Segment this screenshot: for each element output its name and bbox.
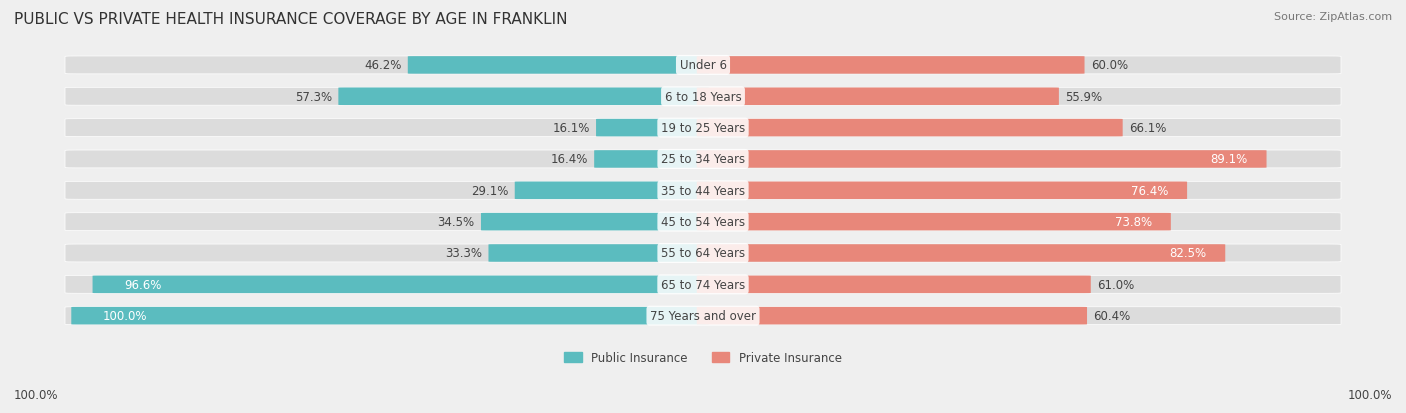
Text: PUBLIC VS PRIVATE HEALTH INSURANCE COVERAGE BY AGE IN FRANKLIN: PUBLIC VS PRIVATE HEALTH INSURANCE COVER… (14, 12, 568, 27)
Text: 55.9%: 55.9% (1066, 90, 1102, 104)
FancyBboxPatch shape (697, 119, 1122, 137)
FancyBboxPatch shape (697, 214, 1171, 231)
Text: 66.1%: 66.1% (1129, 122, 1167, 135)
FancyBboxPatch shape (65, 213, 1341, 231)
Text: 65 to 74 Years: 65 to 74 Years (661, 278, 745, 291)
Text: 82.5%: 82.5% (1170, 247, 1206, 260)
Text: 25 to 34 Years: 25 to 34 Years (661, 153, 745, 166)
Text: 60.4%: 60.4% (1094, 309, 1130, 323)
Text: 89.1%: 89.1% (1211, 153, 1247, 166)
FancyBboxPatch shape (697, 151, 1267, 169)
FancyBboxPatch shape (595, 151, 709, 169)
Text: 96.6%: 96.6% (124, 278, 162, 291)
Text: 19 to 25 Years: 19 to 25 Years (661, 122, 745, 135)
FancyBboxPatch shape (65, 276, 1341, 294)
FancyBboxPatch shape (515, 182, 709, 199)
Text: 57.3%: 57.3% (295, 90, 332, 104)
Text: 55 to 64 Years: 55 to 64 Years (661, 247, 745, 260)
Text: 34.5%: 34.5% (437, 216, 475, 228)
FancyBboxPatch shape (65, 151, 1341, 169)
FancyBboxPatch shape (65, 88, 1341, 106)
Text: 35 to 44 Years: 35 to 44 Years (661, 184, 745, 197)
FancyBboxPatch shape (481, 214, 709, 231)
FancyBboxPatch shape (697, 57, 1084, 74)
FancyBboxPatch shape (93, 276, 709, 293)
Text: 45 to 54 Years: 45 to 54 Years (661, 216, 745, 228)
FancyBboxPatch shape (697, 182, 1187, 199)
Text: 75 Years and over: 75 Years and over (650, 309, 756, 323)
Text: 61.0%: 61.0% (1097, 278, 1135, 291)
Text: Under 6: Under 6 (679, 59, 727, 72)
FancyBboxPatch shape (488, 244, 709, 262)
Legend: Public Insurance, Private Insurance: Public Insurance, Private Insurance (558, 345, 848, 370)
FancyBboxPatch shape (408, 57, 709, 74)
Text: Source: ZipAtlas.com: Source: ZipAtlas.com (1274, 12, 1392, 22)
FancyBboxPatch shape (72, 307, 709, 325)
FancyBboxPatch shape (697, 244, 1225, 262)
Text: 6 to 18 Years: 6 to 18 Years (665, 90, 741, 104)
FancyBboxPatch shape (65, 307, 1341, 325)
Text: 33.3%: 33.3% (446, 247, 482, 260)
Text: 73.8%: 73.8% (1115, 216, 1152, 228)
FancyBboxPatch shape (697, 307, 1087, 325)
Text: 100.0%: 100.0% (103, 309, 148, 323)
Text: 29.1%: 29.1% (471, 184, 509, 197)
FancyBboxPatch shape (697, 88, 1059, 106)
FancyBboxPatch shape (697, 276, 1091, 293)
Text: 46.2%: 46.2% (364, 59, 402, 72)
FancyBboxPatch shape (65, 182, 1341, 200)
Text: 60.0%: 60.0% (1091, 59, 1128, 72)
FancyBboxPatch shape (596, 119, 709, 137)
Text: 76.4%: 76.4% (1130, 184, 1168, 197)
FancyBboxPatch shape (65, 244, 1341, 262)
FancyBboxPatch shape (65, 57, 1341, 75)
Text: 100.0%: 100.0% (14, 388, 59, 401)
FancyBboxPatch shape (339, 88, 709, 106)
Text: 100.0%: 100.0% (1347, 388, 1392, 401)
Text: 16.4%: 16.4% (551, 153, 588, 166)
FancyBboxPatch shape (65, 119, 1341, 137)
Text: 16.1%: 16.1% (553, 122, 589, 135)
